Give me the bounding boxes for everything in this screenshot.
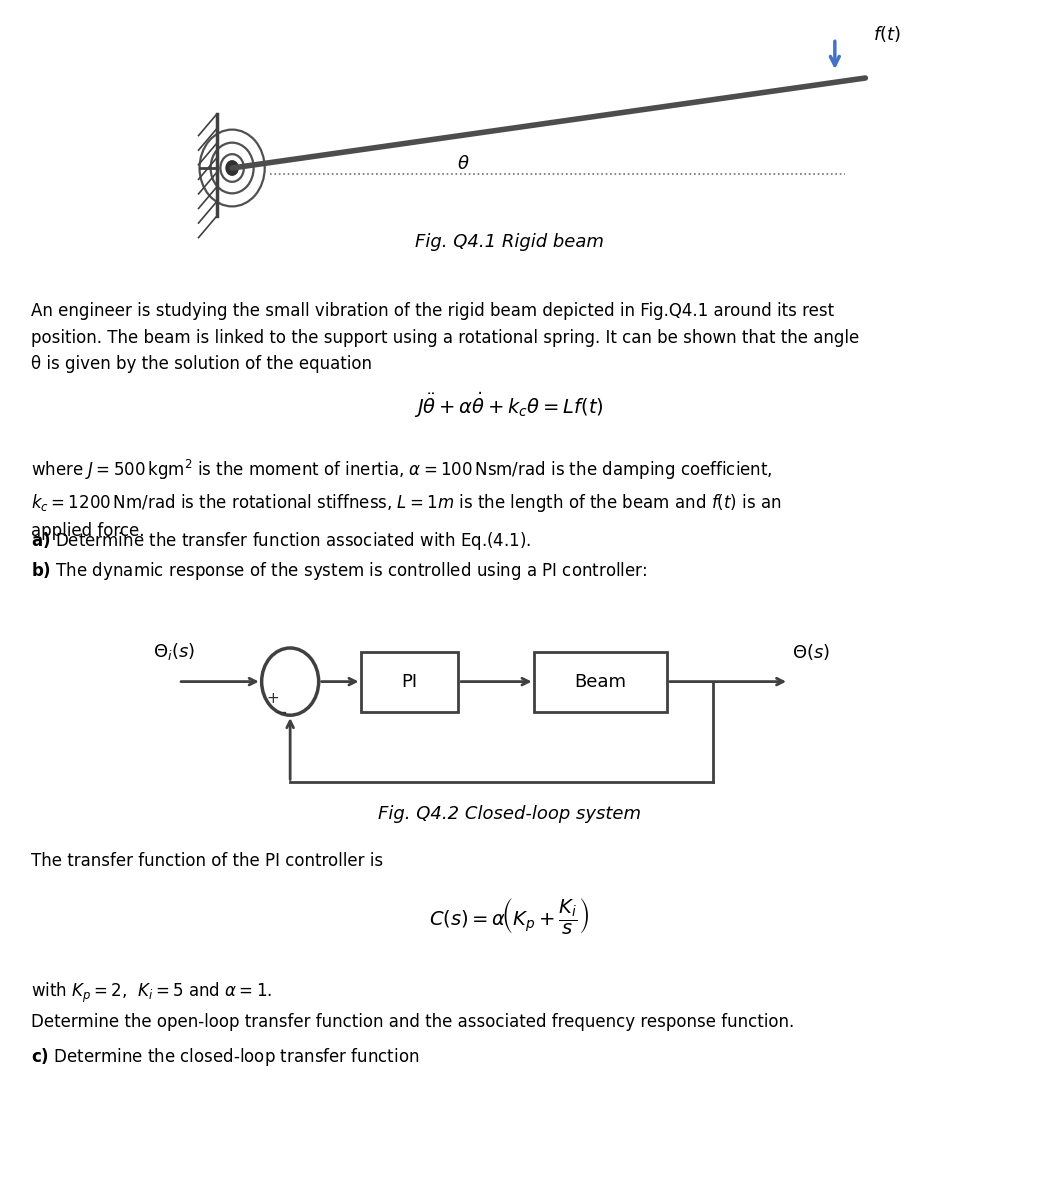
Text: $C(s) = \alpha\!\left(K_p + \dfrac{K_i}{s}\right)$: $C(s) = \alpha\!\left(K_p + \dfrac{K_i}{… xyxy=(429,895,589,936)
Text: with $K_p = 2$,  $K_i = 5$ and $\alpha = 1$.
Determine the open-loop transfer fu: with $K_p = 2$, $K_i = 5$ and $\alpha = … xyxy=(31,980,794,1031)
Text: $f(t)$: $f(t)$ xyxy=(873,24,900,43)
Text: where $J = 500\,\mathrm{kgm}^2$ is the moment of inertia, $\alpha = 100\,\mathrm: where $J = 500\,\mathrm{kgm}^2$ is the m… xyxy=(31,458,781,540)
Text: The transfer function of the PI controller is: The transfer function of the PI controll… xyxy=(31,852,383,870)
Text: $\Theta(s)$: $\Theta(s)$ xyxy=(792,642,831,662)
Text: Beam: Beam xyxy=(574,672,627,691)
Text: PI: PI xyxy=(402,672,417,691)
Circle shape xyxy=(226,161,238,175)
FancyBboxPatch shape xyxy=(362,652,458,712)
Text: An engineer is studying the small vibration of the rigid beam depicted in Fig.Q4: An engineer is studying the small vibrat… xyxy=(31,302,859,373)
Text: −: − xyxy=(275,706,288,720)
Text: $\Theta_i(s)$: $\Theta_i(s)$ xyxy=(153,641,195,662)
FancyBboxPatch shape xyxy=(534,652,667,712)
Text: Fig. Q4.2 Closed-loop system: Fig. Q4.2 Closed-loop system xyxy=(377,804,641,823)
Text: $J\ddot{\theta} + \alpha\dot{\theta} + k_c\theta = Lf(t)$: $J\ddot{\theta} + \alpha\dot{\theta} + k… xyxy=(414,391,604,420)
Text: $\mathbf{b)}$ The dynamic response of the system is controlled using a PI contro: $\mathbf{b)}$ The dynamic response of th… xyxy=(31,560,647,582)
Text: $\mathbf{a)}$ Determine the transfer function associated with Eq.(4.1).: $\mathbf{a)}$ Determine the transfer fun… xyxy=(31,530,531,552)
Text: $\theta$: $\theta$ xyxy=(456,156,470,174)
Text: +: + xyxy=(267,691,279,706)
Text: $\mathbf{c)}$ Determine the closed-loop transfer function: $\mathbf{c)}$ Determine the closed-loop … xyxy=(31,1046,418,1068)
Text: Fig. Q4.1 Rigid beam: Fig. Q4.1 Rigid beam xyxy=(414,233,604,251)
